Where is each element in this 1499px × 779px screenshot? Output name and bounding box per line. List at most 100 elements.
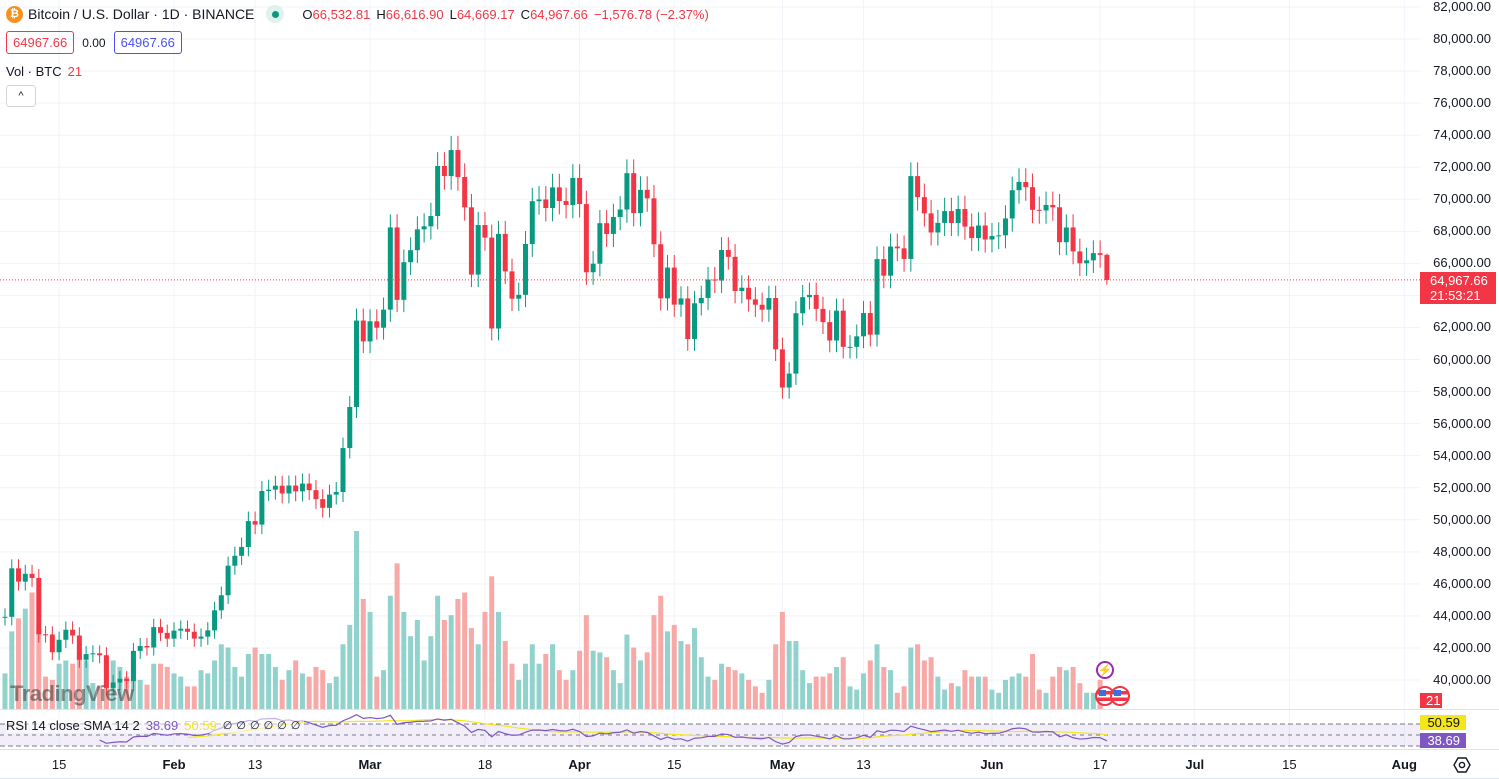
candle-body [313, 490, 319, 500]
price-axis-label: 56,000.00 [1433, 415, 1491, 431]
time-axis-label: 15 [51, 757, 67, 772]
volume-bar [793, 641, 799, 709]
candle-body [252, 521, 258, 525]
time-axis-label: 15 [667, 757, 682, 772]
volume-bar [631, 647, 637, 709]
volume-bar [590, 650, 596, 709]
volume-bar [9, 631, 15, 709]
grid [0, 0, 1420, 749]
volume-bar [306, 676, 312, 709]
settings-hexagon-icon[interactable] [1453, 756, 1471, 774]
price-axis-label: 42,000.00 [1433, 639, 1491, 655]
candle-body [773, 297, 779, 350]
candle-body [820, 308, 826, 323]
volume-bar [806, 683, 812, 709]
time-axis-label: 13 [856, 757, 871, 772]
volume-tag: 21 [1420, 693, 1442, 708]
price-axis-label: 76,000.00 [1433, 95, 1491, 111]
candle-body [279, 485, 285, 494]
volume-series [2, 531, 1110, 709]
volume-bar [279, 679, 285, 709]
candle-body [245, 521, 251, 548]
chevron-up-icon: ^ [18, 90, 24, 102]
ohlc-low: L64,669.17 [449, 6, 515, 22]
volume-bar [563, 679, 569, 709]
price-axis-label: 82,000.00 [1433, 0, 1491, 14]
candle-body [894, 246, 900, 249]
candle-body [97, 653, 103, 656]
candle-body [387, 227, 393, 310]
candle-body [942, 211, 948, 223]
volume-bar [36, 628, 42, 709]
candle-body [185, 628, 191, 632]
candle-body [793, 313, 799, 374]
volume-bar [604, 657, 610, 709]
rsi-legend[interactable]: RSI 14 close SMA 14 2 38.69 50.59 ∅ ∅ ∅ … [6, 718, 305, 733]
candle-body [502, 233, 508, 272]
candle-body [881, 259, 887, 276]
candle-body [259, 491, 265, 525]
volume-bar [191, 686, 197, 709]
volume-bar [286, 670, 292, 709]
rsi-sma-value: 50.59 [184, 718, 217, 733]
market-open-status-icon[interactable] [266, 5, 285, 23]
price-axis-label: 68,000.00 [1433, 223, 1491, 239]
candle-body [110, 682, 116, 688]
volume-bar [90, 683, 96, 709]
candle-body [888, 246, 894, 276]
volume-bar [827, 673, 833, 709]
candle-body [428, 216, 434, 227]
candle-body [928, 213, 934, 233]
price-axis-label: 48,000.00 [1433, 543, 1491, 559]
volume-bar [137, 679, 143, 709]
buy-button[interactable]: 64967.66 [113, 31, 182, 54]
volume-bar [144, 684, 150, 709]
volume-bar [915, 644, 921, 709]
candle-body [935, 222, 941, 233]
candle-body [996, 235, 1002, 237]
collapse-legend-button[interactable]: ^ [6, 85, 36, 107]
candle-body [90, 653, 96, 655]
volume-bar [766, 679, 772, 709]
volume-bar [840, 657, 846, 709]
candle-body [779, 349, 785, 388]
candle-body [191, 631, 197, 639]
candle-body [732, 256, 738, 291]
volume-legend[interactable]: Vol · BTC 21 [6, 64, 82, 79]
volume-value: 21 [67, 64, 83, 79]
volume-bar [556, 670, 562, 709]
candle-body [1009, 190, 1015, 219]
us-flag-icon[interactable] [1110, 686, 1130, 706]
lightning-icon[interactable]: ⚡ [1096, 661, 1114, 679]
volume-bar [367, 611, 373, 709]
symbol-title[interactable]: Bitcoin / U.S. Dollar · 1D · BINANCE [28, 6, 255, 22]
volume-bar [171, 673, 177, 709]
sell-button[interactable]: 64967.66 [6, 31, 75, 54]
volume-bar [1063, 670, 1069, 709]
volume-bar [786, 641, 792, 709]
candle-body [137, 646, 143, 651]
volume-bar [374, 676, 380, 709]
volume-bar [583, 615, 589, 709]
price-axis-label: 70,000.00 [1433, 191, 1491, 207]
volume-bar [462, 592, 468, 709]
volume-bar [205, 673, 211, 709]
price-axis-label: 58,000.00 [1433, 383, 1491, 399]
candle-body [408, 250, 414, 263]
candle-body [381, 309, 387, 328]
volume-bar [381, 670, 387, 709]
candle-body [583, 204, 589, 273]
candle-body [43, 634, 49, 636]
candle-body [678, 298, 684, 305]
volume-bar [719, 663, 725, 709]
volume-bar [1009, 676, 1015, 709]
price-axis-label: 52,000.00 [1433, 479, 1491, 495]
volume-bar [570, 670, 576, 709]
volume-bar [962, 670, 968, 709]
candle-series [2, 136, 1110, 696]
candle-body [117, 678, 123, 683]
volume-bar [861, 673, 867, 709]
candle-body [2, 616, 8, 618]
candle-body [597, 223, 603, 264]
